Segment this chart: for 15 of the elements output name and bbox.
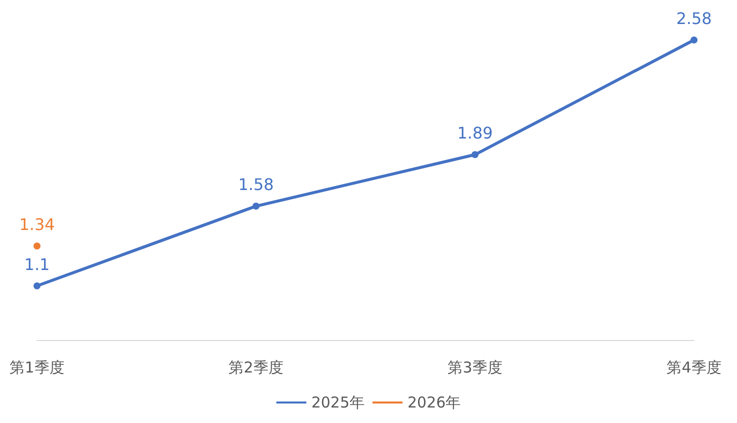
point (472, 151, 478, 158)
point (690, 36, 698, 44)
x-tick-label: 第2季度 (228, 358, 284, 376)
data-label: 1.58 (238, 175, 274, 194)
point (34, 282, 40, 290)
data-label: 2.58 (676, 9, 712, 28)
data-label: 1.34 (19, 215, 55, 234)
data-label: 1.89 (457, 124, 493, 143)
point (252, 202, 260, 210)
x-tick-label: 第4季度 (666, 358, 722, 376)
legend-label: 2025年 (311, 394, 365, 412)
x-tick-label: 第3季度 (448, 358, 502, 376)
legend-label: 2026年 (408, 394, 461, 412)
x-tick-label: 第1季度 (10, 358, 64, 376)
data-label: 1.1 (24, 254, 50, 274)
